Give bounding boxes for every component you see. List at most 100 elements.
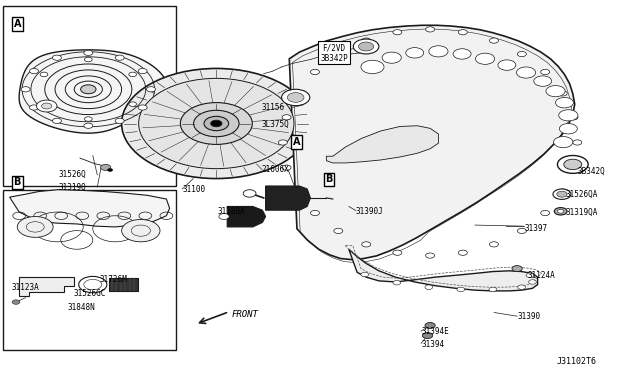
Circle shape bbox=[490, 242, 499, 247]
Polygon shape bbox=[227, 206, 266, 227]
Circle shape bbox=[476, 53, 495, 64]
Text: B: B bbox=[325, 174, 333, 184]
Circle shape bbox=[489, 287, 497, 292]
Text: 31319QA: 31319QA bbox=[566, 208, 598, 217]
Circle shape bbox=[516, 67, 536, 78]
Circle shape bbox=[362, 38, 371, 43]
Text: A: A bbox=[292, 137, 300, 147]
Text: 31188A: 31188A bbox=[218, 207, 245, 216]
Circle shape bbox=[219, 214, 229, 219]
Polygon shape bbox=[289, 25, 575, 260]
Circle shape bbox=[526, 273, 534, 278]
Circle shape bbox=[425, 285, 433, 289]
Circle shape bbox=[84, 57, 92, 62]
Circle shape bbox=[52, 55, 61, 60]
Text: 31124A: 31124A bbox=[527, 271, 555, 280]
Circle shape bbox=[393, 30, 402, 35]
Circle shape bbox=[84, 117, 92, 121]
Circle shape bbox=[553, 189, 571, 199]
Circle shape bbox=[569, 165, 578, 170]
Circle shape bbox=[453, 49, 471, 59]
Text: 31397: 31397 bbox=[525, 224, 548, 233]
Circle shape bbox=[546, 86, 565, 97]
Circle shape bbox=[310, 69, 319, 74]
Circle shape bbox=[534, 76, 552, 86]
Circle shape bbox=[84, 50, 93, 55]
Circle shape bbox=[559, 110, 578, 121]
Circle shape bbox=[361, 272, 369, 277]
Circle shape bbox=[29, 68, 38, 74]
Text: 21606X: 21606X bbox=[261, 165, 289, 174]
Circle shape bbox=[425, 323, 435, 328]
Circle shape bbox=[529, 280, 536, 284]
Circle shape bbox=[129, 72, 136, 77]
Circle shape bbox=[564, 159, 582, 170]
Text: 31390: 31390 bbox=[517, 312, 540, 321]
Circle shape bbox=[310, 211, 319, 216]
Circle shape bbox=[139, 78, 294, 169]
Circle shape bbox=[362, 242, 371, 247]
Circle shape bbox=[517, 51, 526, 57]
Text: 31726M: 31726M bbox=[99, 275, 127, 284]
Circle shape bbox=[557, 209, 564, 213]
Circle shape bbox=[282, 115, 291, 120]
Circle shape bbox=[40, 72, 48, 77]
Circle shape bbox=[558, 189, 567, 194]
Circle shape bbox=[40, 102, 48, 106]
Circle shape bbox=[554, 137, 573, 148]
Circle shape bbox=[287, 93, 304, 102]
Circle shape bbox=[569, 115, 578, 120]
Circle shape bbox=[554, 208, 567, 215]
Circle shape bbox=[353, 39, 379, 54]
Circle shape bbox=[17, 217, 53, 237]
Circle shape bbox=[293, 91, 302, 96]
Text: B: B bbox=[13, 177, 21, 187]
Text: 31526QA: 31526QA bbox=[566, 190, 598, 199]
Circle shape bbox=[115, 55, 124, 60]
Polygon shape bbox=[19, 277, 74, 296]
Circle shape bbox=[243, 190, 256, 197]
Circle shape bbox=[426, 27, 435, 32]
Text: J31102T6: J31102T6 bbox=[557, 357, 596, 366]
Circle shape bbox=[512, 266, 522, 272]
Circle shape bbox=[361, 60, 384, 74]
Circle shape bbox=[458, 250, 467, 255]
Circle shape bbox=[100, 164, 111, 170]
Circle shape bbox=[406, 48, 424, 58]
Circle shape bbox=[518, 285, 525, 289]
Circle shape bbox=[558, 91, 567, 96]
Bar bbox=[3, 6, 176, 186]
Circle shape bbox=[211, 120, 222, 127]
Text: 31526Q: 31526Q bbox=[59, 170, 86, 179]
Circle shape bbox=[84, 123, 93, 128]
Circle shape bbox=[393, 250, 402, 255]
Circle shape bbox=[457, 287, 465, 292]
Circle shape bbox=[393, 280, 401, 285]
Circle shape bbox=[193, 110, 239, 137]
Text: 3B342Q: 3B342Q bbox=[577, 167, 605, 176]
Circle shape bbox=[21, 87, 30, 92]
Circle shape bbox=[556, 97, 573, 108]
Circle shape bbox=[282, 165, 291, 170]
Circle shape bbox=[122, 68, 311, 179]
Circle shape bbox=[498, 60, 516, 70]
Circle shape bbox=[12, 300, 20, 304]
Circle shape bbox=[573, 140, 582, 145]
Circle shape bbox=[382, 52, 401, 63]
Text: F/2VD
3B342P: F/2VD 3B342P bbox=[320, 43, 348, 62]
Circle shape bbox=[138, 105, 147, 110]
Circle shape bbox=[108, 169, 113, 171]
Circle shape bbox=[138, 68, 147, 74]
Circle shape bbox=[490, 38, 499, 43]
Text: FRONT: FRONT bbox=[232, 310, 259, 319]
Circle shape bbox=[52, 118, 61, 124]
Text: 31390J: 31390J bbox=[356, 207, 383, 216]
Text: 3L375Q: 3L375Q bbox=[261, 120, 289, 129]
Text: 31394: 31394 bbox=[421, 340, 444, 349]
Circle shape bbox=[541, 69, 550, 74]
Circle shape bbox=[29, 105, 38, 110]
Circle shape bbox=[278, 140, 287, 145]
Circle shape bbox=[541, 211, 550, 216]
Text: A: A bbox=[13, 19, 21, 29]
Text: 31123A: 31123A bbox=[12, 283, 39, 292]
